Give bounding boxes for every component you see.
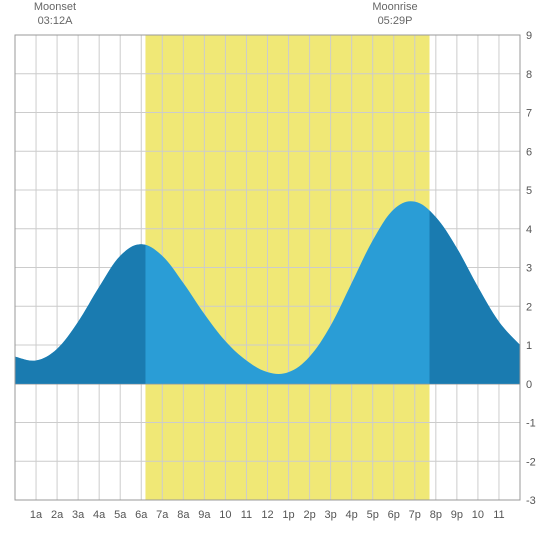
y-tick-label: 8 (526, 69, 532, 81)
moonset-title: Moonset (34, 1, 76, 13)
x-tick-label: 7p (409, 509, 421, 521)
y-tick-label: 0 (526, 379, 532, 391)
x-tick-label: 10 (472, 509, 484, 521)
tide-chart: Moonset 03:12A Moonrise 05:29P -3-2-1012… (0, 0, 550, 550)
y-tick-label: 7 (526, 108, 532, 120)
y-tick-label: 9 (526, 30, 532, 42)
y-tick-label: 5 (526, 185, 532, 197)
x-tick-label: 11 (241, 509, 252, 521)
y-tick-label: -2 (526, 456, 536, 468)
moonrise-label: Moonrise 05:29P (340, 0, 450, 29)
moonrise-title: Moonrise (372, 1, 417, 13)
x-tick-label: 7a (156, 509, 169, 521)
x-tick-label: 9p (451, 509, 463, 521)
chart-svg: -3-2-101234567891a2a3a4a5a6a7a8a9a101112… (0, 0, 550, 550)
x-tick-label: 8a (177, 509, 190, 521)
x-tick-label: 1a (30, 509, 43, 521)
x-tick-label: 2a (51, 509, 64, 521)
y-tick-label: -1 (526, 418, 536, 430)
x-tick-label: 8p (430, 509, 442, 521)
x-tick-label: 6p (388, 509, 400, 521)
y-tick-label: -3 (526, 495, 536, 507)
x-tick-label: 10 (219, 509, 231, 521)
y-tick-label: 6 (526, 146, 532, 158)
x-tick-label: 4p (346, 509, 358, 521)
moonrise-time: 05:29P (378, 15, 413, 27)
x-tick-label: 3p (325, 509, 337, 521)
x-tick-label: 5a (114, 509, 127, 521)
moonset-time: 03:12A (38, 15, 73, 27)
x-tick-label: 1p (282, 509, 294, 521)
y-tick-label: 4 (526, 224, 532, 236)
x-tick-label: 2p (303, 509, 315, 521)
x-tick-label: 12 (261, 509, 273, 521)
moonset-label: Moonset 03:12A (0, 0, 110, 29)
x-tick-label: 11 (493, 509, 504, 521)
y-tick-label: 1 (526, 340, 532, 352)
x-tick-label: 9a (198, 509, 211, 521)
y-tick-label: 3 (526, 263, 532, 275)
x-tick-label: 4a (93, 509, 106, 521)
x-tick-label: 5p (367, 509, 379, 521)
x-tick-label: 6a (135, 509, 148, 521)
x-tick-label: 3a (72, 509, 85, 521)
y-tick-label: 2 (526, 301, 532, 313)
